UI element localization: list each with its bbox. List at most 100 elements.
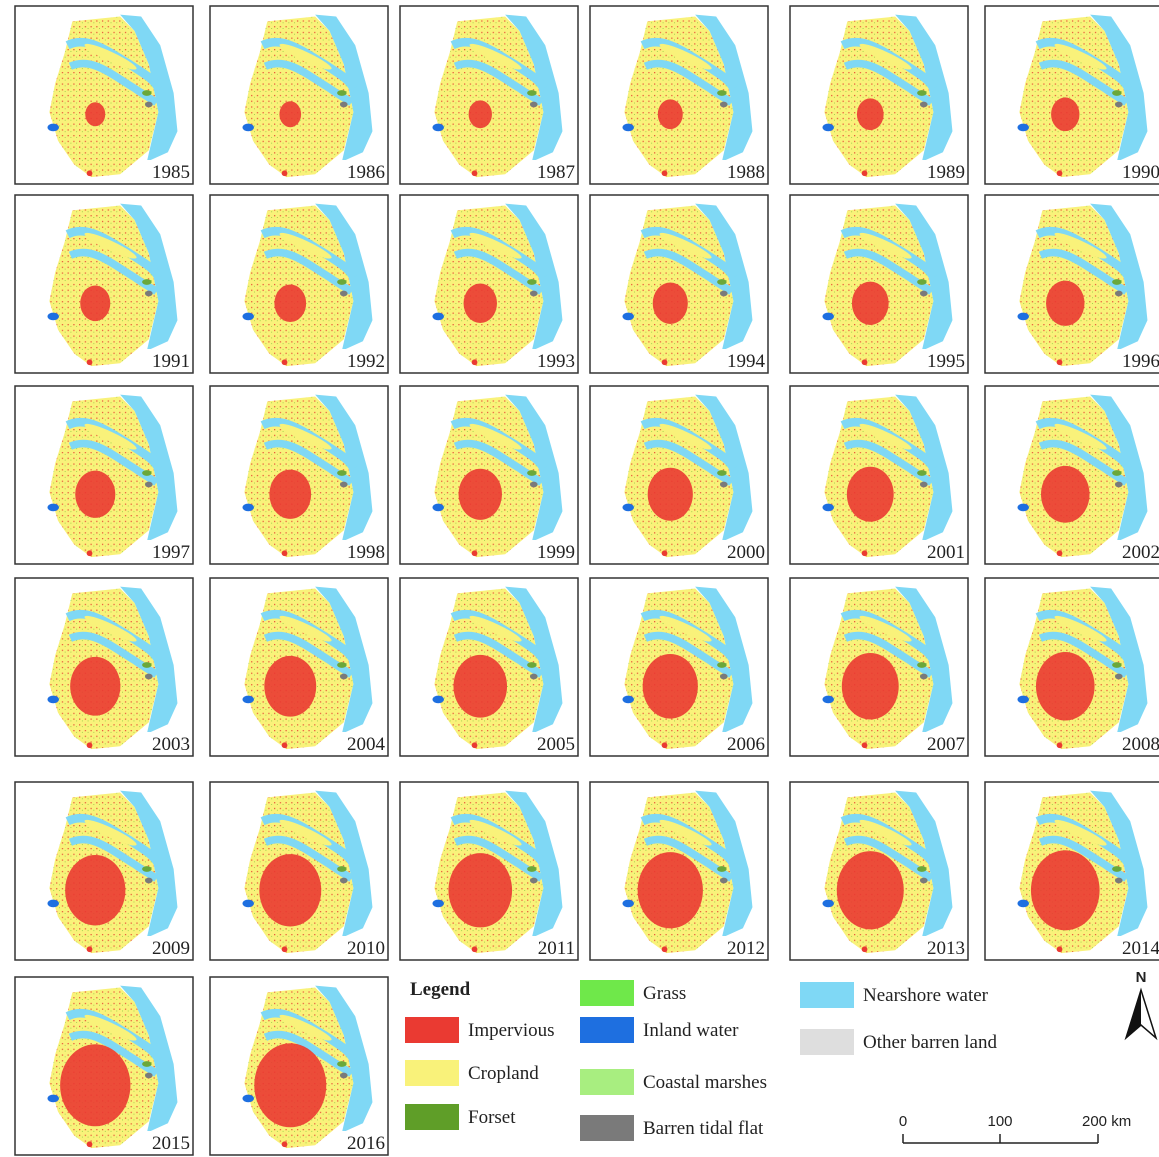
map-panel: 1988 (590, 6, 768, 184)
urban-area (847, 467, 894, 522)
map-panel: 1992 (210, 195, 388, 373)
urban-area (269, 470, 311, 519)
map-panel: 2013 (790, 782, 968, 960)
map-panel: 1991 (15, 195, 193, 373)
urban-area (65, 855, 125, 925)
scale-label: 0 (899, 1113, 907, 1130)
legend-swatch (800, 1029, 854, 1055)
urban-area (259, 854, 321, 926)
year-label: 1986 (347, 162, 385, 183)
year-label: 1987 (537, 162, 575, 183)
year-label: 2004 (347, 734, 386, 755)
scale-bar: 0 100 200 km (899, 1113, 1131, 1143)
year-label: 1991 (152, 351, 190, 372)
urban-area (648, 468, 693, 521)
year-label: 1989 (927, 162, 965, 183)
urban-area (85, 102, 105, 126)
urban-area (852, 282, 889, 325)
urban-area (1046, 281, 1084, 326)
map-panel: 1989 (790, 6, 968, 184)
legend-item: Coastal marshes (580, 1069, 767, 1095)
map-panel: 2016 (210, 977, 388, 1155)
map-panel: 2010 (210, 782, 388, 960)
map-panel: 1995 (790, 195, 968, 373)
year-label: 2008 (1122, 734, 1159, 755)
map-panel: 1999 (400, 386, 578, 564)
map-panel: 1998 (210, 386, 388, 564)
legend-swatch (580, 1069, 634, 1095)
map-panel: 1987 (400, 6, 578, 184)
legend-label: Coastal marshes (643, 1072, 767, 1093)
year-label: 1998 (347, 542, 385, 563)
urban-area (1031, 850, 1100, 930)
urban-area (643, 654, 698, 719)
year-label: 2002 (1122, 542, 1159, 563)
map-panel: 2012 (590, 782, 768, 960)
year-label: 2012 (727, 938, 765, 959)
legend-item: Forset (405, 1104, 516, 1130)
urban-area (274, 284, 306, 322)
urban-area (279, 101, 301, 127)
urban-area (469, 100, 492, 128)
year-label: 1985 (152, 162, 190, 183)
legend-item: Nearshore water (800, 982, 989, 1008)
urban-area (60, 1044, 130, 1126)
map-panel: 2004 (210, 578, 388, 756)
map-panel: 1994 (590, 195, 768, 373)
year-label: 1996 (1122, 351, 1159, 372)
scale-label: 100 (987, 1113, 1012, 1130)
year-label: 1994 (727, 351, 766, 372)
legend-label: Cropland (468, 1063, 539, 1084)
legend-item: Grass (580, 980, 686, 1006)
urban-area (658, 99, 683, 129)
urban-area (837, 851, 904, 929)
year-label: 2009 (152, 938, 190, 959)
scale-label: 200 km (1082, 1113, 1131, 1130)
map-panel: 2011 (400, 782, 578, 960)
urban-area (842, 653, 899, 720)
map-panel: 1997 (15, 386, 193, 564)
urban-area (464, 284, 497, 323)
legend-label: Impervious (468, 1020, 555, 1041)
legend-label: Grass (643, 983, 686, 1004)
map-panel: 2000 (590, 386, 768, 564)
map-panel: 2002 (985, 386, 1159, 564)
map-panel: 2015 (15, 977, 193, 1155)
year-label: 2001 (927, 542, 965, 563)
urban-area (80, 285, 110, 321)
urban-area (459, 469, 502, 520)
urban-area (1051, 97, 1079, 131)
north-label: N (1136, 969, 1147, 986)
figure: 1985198619871988198919901991199219931994… (0, 0, 1159, 1157)
legend-swatch (405, 1017, 459, 1043)
urban-area (638, 852, 703, 928)
north-arrow: N (1126, 969, 1156, 1038)
legend-swatch (405, 1060, 459, 1086)
map-panel: 2005 (400, 578, 578, 756)
year-label: 1995 (927, 351, 965, 372)
year-label: 2000 (727, 542, 765, 563)
year-label: 1992 (347, 351, 385, 372)
year-label: 1988 (727, 162, 765, 183)
map-panel: 2007 (790, 578, 968, 756)
legend-swatch (580, 1115, 634, 1141)
urban-area (70, 657, 120, 716)
map-panel: 2001 (790, 386, 968, 564)
urban-area (1036, 652, 1095, 721)
year-label: 2011 (538, 938, 575, 959)
urban-area (264, 656, 316, 717)
year-label: 2003 (152, 734, 190, 755)
urban-area (453, 655, 507, 718)
year-label: 1993 (537, 351, 575, 372)
legend-swatch (580, 980, 634, 1006)
map-panel: 2008 (985, 578, 1159, 756)
year-label: 2013 (927, 938, 965, 959)
map-panel: 2009 (15, 782, 193, 960)
map-panel: 1985 (15, 6, 193, 184)
legend: Legend ImperviousCroplandForsetGrassInla… (405, 979, 997, 1141)
year-label: 2007 (927, 734, 965, 755)
legend-item: Barren tidal flat (580, 1115, 764, 1141)
year-label: 2016 (347, 1133, 385, 1154)
year-label: 2010 (347, 938, 385, 959)
legend-label: Barren tidal flat (643, 1118, 764, 1139)
